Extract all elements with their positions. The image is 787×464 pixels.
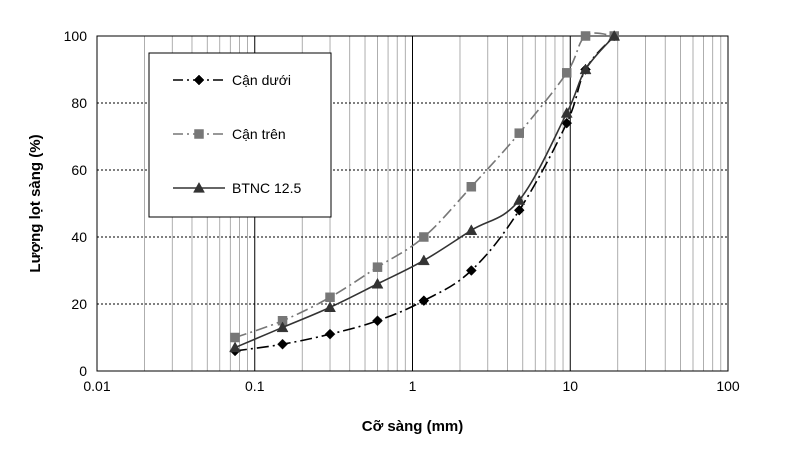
series-line [234, 35, 615, 349]
y-axis-title: Lượng lọt sàng (%) [27, 134, 44, 272]
x-tick-label: 100 [716, 378, 740, 394]
legend-marker [193, 181, 205, 193]
data-point [465, 224, 478, 235]
data-point [608, 29, 621, 41]
legend: Cận dưới Cận trên BTNC 12.5 [148, 52, 332, 218]
data-point [465, 265, 477, 276]
x-tick-label: 0.01 [83, 378, 110, 394]
y-tick-label: 40 [71, 229, 87, 245]
data-point [580, 31, 591, 41]
legend-item: Cận trên [173, 126, 286, 142]
data-point [372, 315, 383, 327]
data-point [418, 295, 430, 307]
y-tick-label: 100 [64, 28, 88, 44]
data-point [513, 204, 525, 216]
data-point [579, 63, 592, 75]
data-point [277, 338, 288, 350]
y-tick-label: 80 [71, 95, 87, 111]
legend-marker [194, 129, 204, 139]
series-line [234, 35, 615, 352]
data-point [514, 128, 524, 138]
legend-item: BTNC 12.5 [173, 180, 301, 196]
data-point [324, 301, 336, 312]
data-point [324, 328, 336, 340]
legend-label: BTNC 12.5 [232, 180, 301, 196]
data-point [561, 68, 572, 78]
legend-item: Cận dưới [173, 72, 291, 88]
data-point [466, 182, 477, 192]
plot-area [96, 35, 729, 372]
legend-label: Cận dưới [232, 72, 291, 88]
data-point [325, 292, 335, 303]
series-3 [229, 29, 621, 353]
y-tick-label: 60 [71, 162, 87, 178]
x-tick-label: 1 [409, 378, 417, 394]
data-point [229, 341, 241, 353]
x-tick-label: 10 [562, 378, 578, 394]
data-point [417, 254, 430, 266]
series-1 [229, 30, 620, 357]
data-point [419, 232, 429, 242]
data-point [230, 332, 240, 343]
data-point [276, 321, 289, 333]
legend-label: Cận trên [232, 126, 286, 142]
data-point [513, 194, 526, 205]
tick-labels: 0.01 0.1 1 10 100 0 20 40 60 80 100 [64, 28, 740, 394]
data-point [372, 262, 383, 272]
series-layer [229, 29, 621, 357]
data-point [371, 277, 384, 289]
y-tick-label: 0 [79, 363, 87, 379]
y-tick-label: 20 [71, 296, 87, 312]
legend-marker [193, 74, 205, 86]
x-tick-label: 0.1 [245, 378, 265, 394]
x-axis-title: Cỡ sàng (mm) [362, 418, 464, 435]
data-point [560, 107, 573, 118]
